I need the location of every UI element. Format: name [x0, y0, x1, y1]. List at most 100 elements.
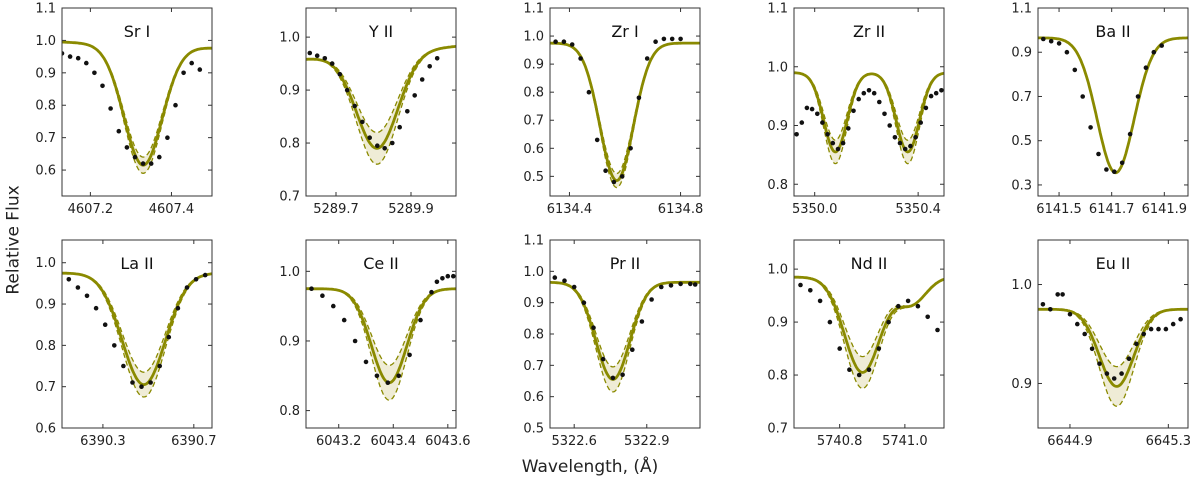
panel-ba-ii: 0.3 0.5 0.7 0.9 1.1 6141.5 6141.7 6141.9 Ba II [1011, 2, 1189, 217]
x-tick-label: 5322.6 [551, 434, 597, 449]
x-tick-label: 5740.8 [817, 434, 863, 449]
observed-point [1156, 326, 1161, 332]
observed-point [62, 51, 65, 56]
model-upper-dashed [794, 276, 944, 358]
observed-point [856, 96, 861, 102]
observed-point [815, 111, 820, 117]
observed-point [331, 303, 336, 309]
uncertainty-band [306, 288, 456, 401]
observed-point [329, 61, 335, 66]
observed-point [1126, 356, 1132, 362]
observed-point [157, 154, 162, 160]
observed-point [876, 346, 882, 351]
axes-frame [1037, 7, 1189, 197]
observed-point [581, 300, 587, 306]
observed-point [1056, 41, 1062, 46]
observed-point [600, 356, 606, 362]
plot-area [306, 45, 456, 165]
observed-point [892, 135, 898, 140]
observed-point [902, 146, 908, 152]
observed-point [594, 137, 600, 143]
y-tick-label: 0.5 [1011, 134, 1032, 149]
observed-point [798, 282, 803, 288]
model-upper-dashed [62, 272, 212, 373]
observed-point [1040, 302, 1046, 307]
y-tick-label: 0.9 [767, 316, 788, 331]
plot-area [794, 71, 944, 165]
plot-area [306, 273, 456, 401]
observed-point [856, 372, 862, 378]
observed-point [429, 289, 434, 295]
observed-point [75, 285, 81, 290]
observed-point [175, 305, 181, 311]
observed-point [116, 128, 122, 134]
observed-point [928, 93, 934, 99]
panel-sr-i: 0.6 0.7 0.8 0.9 1.0 1.1 4607.2 4607.4 Sr I [35, 2, 213, 217]
y-tick-label: 0.5 [523, 170, 544, 185]
observed-point [1143, 65, 1149, 70]
y-axis-label: Relative Flux [4, 185, 25, 295]
observed-point [896, 303, 901, 309]
observed-point [1067, 311, 1073, 317]
observed-point [1148, 326, 1154, 332]
model-upper-dashed [62, 41, 212, 158]
observed-point [390, 140, 395, 146]
model-lower-dashed [794, 72, 944, 165]
model-best-fit [794, 275, 944, 374]
observed-point [344, 87, 350, 93]
observed-point [121, 363, 126, 369]
plot-area [1038, 36, 1188, 175]
observed-point [112, 343, 117, 348]
observed-point [352, 103, 358, 109]
model-upper-dashed [1038, 308, 1188, 368]
y-tick-label: 1.1 [523, 2, 544, 17]
observed-point [419, 77, 425, 82]
axes-frame [305, 239, 457, 429]
y-tick-label: 0.6 [523, 390, 544, 405]
y-tick-label: 1.1 [35, 2, 56, 17]
observed-point [817, 298, 823, 304]
observed-point [367, 135, 373, 140]
observed-point [1064, 49, 1070, 55]
x-tick-label: 6043.4 [371, 434, 417, 449]
observed-point [887, 123, 892, 128]
uncertainty-band [1038, 309, 1188, 407]
observed-point [561, 39, 567, 44]
observed-point [1170, 321, 1176, 327]
panel-title: Ba II [1095, 22, 1130, 41]
observed-point [322, 56, 328, 61]
observed-point [67, 54, 73, 59]
observed-point [165, 135, 170, 140]
observed-point [661, 36, 667, 42]
observed-point [434, 279, 440, 285]
observed-point [630, 347, 635, 353]
model-upper-dashed [794, 72, 944, 141]
observed-point [93, 305, 99, 311]
observed-point [871, 90, 877, 96]
observed-point [578, 56, 583, 61]
axes-frame [793, 7, 945, 197]
observed-point [1097, 361, 1102, 367]
uncertainty-band [62, 273, 212, 397]
observed-point [610, 375, 616, 381]
observed-point [124, 145, 130, 150]
observed-point [553, 39, 558, 44]
model-upper-dashed [550, 42, 700, 175]
panel-title: Ce II [363, 254, 399, 273]
observed-point [157, 363, 162, 369]
y-tick-label: 0.7 [279, 190, 300, 205]
observed-point [197, 67, 203, 72]
observed-point [173, 102, 178, 108]
observed-point [678, 281, 683, 287]
observed-point [307, 50, 313, 56]
y-tick-label: 1.0 [523, 265, 544, 280]
observed-point [108, 106, 113, 111]
observed-point [397, 124, 403, 130]
plot-area [550, 275, 700, 393]
observed-point [1041, 36, 1046, 42]
model-best-fit [62, 40, 212, 167]
uncertainty-band [306, 46, 456, 165]
y-tick-label: 0.6 [35, 422, 56, 437]
observed-point [851, 108, 856, 114]
